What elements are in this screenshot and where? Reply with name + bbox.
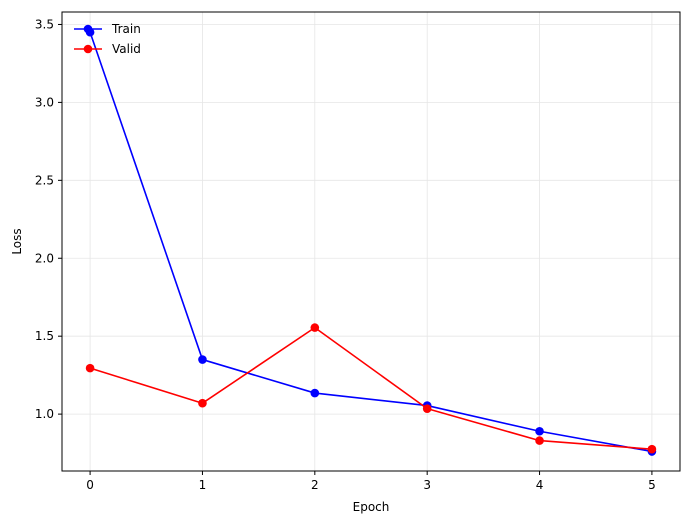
- legend-label-train: Train: [111, 22, 141, 36]
- y-tick-label-1: 1.5: [35, 329, 54, 343]
- y-tick-label-0: 1.0: [35, 407, 54, 421]
- x-tick-label-4: 4: [536, 478, 544, 492]
- x-axis-ticks: 0 1 2 3 4 5: [86, 471, 656, 492]
- data-point-valid-5: [647, 444, 657, 454]
- x-tick-label-3: 3: [423, 478, 431, 492]
- x-axis-label: Epoch: [353, 500, 390, 514]
- series-layer: [85, 27, 657, 456]
- legend-label-valid: Valid: [112, 42, 141, 56]
- data-point-train-1: [198, 355, 207, 364]
- legend-marker-train: [83, 24, 93, 34]
- legend: Train Valid: [74, 22, 141, 56]
- grid-lines: [62, 12, 680, 471]
- data-point-valid-3: [422, 404, 432, 413]
- x-tick-label-5: 5: [648, 478, 656, 492]
- x-tick-label-1: 1: [199, 478, 207, 492]
- plot-frame: [61, 11, 681, 472]
- data-point-valid-4: [535, 436, 544, 445]
- data-point-valid-0: [85, 363, 95, 373]
- data-point-train-2: [310, 388, 320, 398]
- data-point-train-4: [535, 426, 544, 436]
- y-tick-label-2: 2.0: [35, 251, 54, 265]
- y-axis-label: Loss: [10, 228, 24, 254]
- x-tick-label-0: 0: [86, 478, 94, 492]
- y-tick-label-4: 3.0: [35, 95, 54, 109]
- series-line-train: [89, 32, 653, 453]
- legend-marker-valid: [83, 44, 93, 54]
- data-point-valid-2: [310, 323, 320, 332]
- y-tick-label-3: 2.5: [35, 173, 54, 187]
- y-tick-label-5: 3.5: [35, 17, 54, 31]
- series-line-valid: [89, 326, 652, 450]
- data-point-valid-1: [198, 398, 207, 408]
- x-tick-label-2: 2: [311, 478, 319, 492]
- y-axis-ticks: 1.0 1.5 2.0 2.5 3.0 3.5: [35, 17, 62, 421]
